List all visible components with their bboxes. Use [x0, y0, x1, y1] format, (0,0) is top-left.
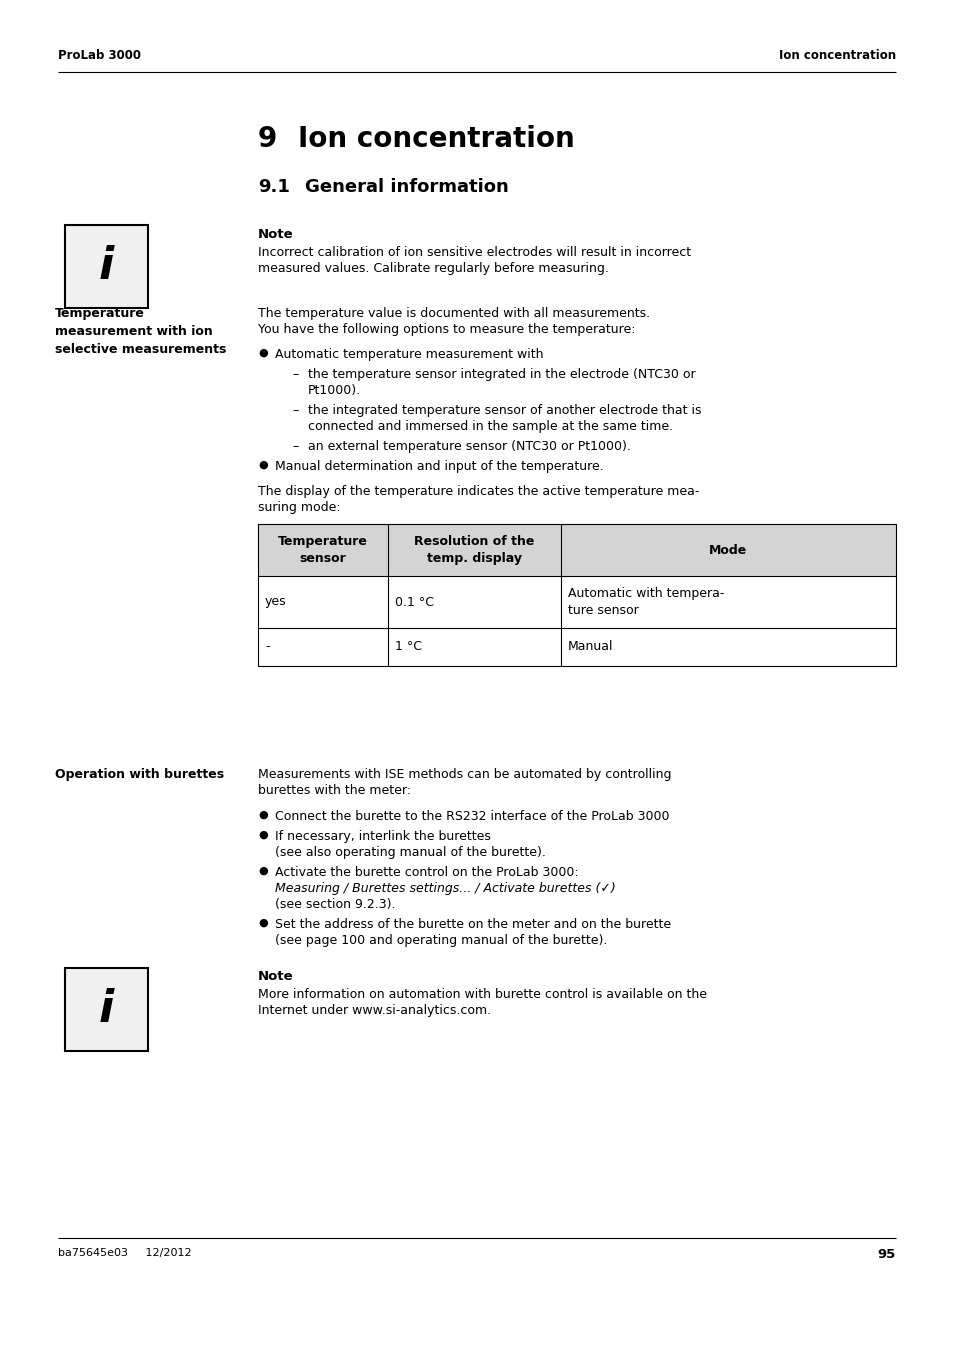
Text: Resolution of the
temp. display: Resolution of the temp. display: [414, 535, 534, 565]
Bar: [65, 226, 148, 308]
Text: the integrated temperature sensor of another electrode that is: the integrated temperature sensor of ano…: [308, 404, 700, 417]
Text: measured values. Calibrate regularly before measuring.: measured values. Calibrate regularly bef…: [257, 262, 608, 276]
Text: If necessary, interlink the burettes: If necessary, interlink the burettes: [274, 830, 491, 843]
Text: Set the address of the burette on the meter and on the burette: Set the address of the burette on the me…: [274, 917, 670, 931]
Text: i: i: [99, 245, 114, 288]
Text: ba75645e03     12/2012: ba75645e03 12/2012: [58, 1248, 192, 1258]
Text: an external temperature sensor (NTC30 or Pt1000).: an external temperature sensor (NTC30 or…: [308, 440, 630, 453]
Text: Pt1000).: Pt1000).: [308, 384, 361, 397]
Text: Measuring / Burettes settings... / Activate burettes (✓): Measuring / Burettes settings... / Activ…: [274, 882, 615, 894]
Text: ●: ●: [257, 917, 268, 928]
Text: –: –: [292, 404, 298, 417]
Text: 9: 9: [257, 126, 277, 153]
Text: Temperature
sensor: Temperature sensor: [277, 535, 368, 565]
Text: Manual determination and input of the temperature.: Manual determination and input of the te…: [274, 459, 603, 473]
Text: Measurements with ISE methods can be automated by controlling: Measurements with ISE methods can be aut…: [257, 767, 671, 781]
Text: 95: 95: [877, 1248, 895, 1260]
Bar: [257, 524, 895, 576]
Text: connected and immersed in the sample at the same time.: connected and immersed in the sample at …: [308, 420, 673, 434]
Text: Temperature
measurement with ion
selective measurements: Temperature measurement with ion selecti…: [55, 307, 226, 357]
Text: 9.1: 9.1: [257, 178, 290, 196]
Text: Mode: Mode: [709, 543, 747, 557]
Text: ●: ●: [257, 459, 268, 470]
Text: Automatic with tempera-
ture sensor: Automatic with tempera- ture sensor: [567, 586, 723, 617]
Text: ●: ●: [257, 811, 268, 820]
Text: More information on automation with burette control is available on the: More information on automation with bure…: [257, 988, 706, 1001]
Text: i: i: [99, 988, 114, 1031]
Text: Ion concentration: Ion concentration: [778, 49, 895, 62]
Bar: [257, 524, 895, 666]
Text: ●: ●: [257, 349, 268, 358]
Text: 1 °C: 1 °C: [395, 640, 421, 654]
Text: You have the following options to measure the temperature:: You have the following options to measur…: [257, 323, 635, 336]
Text: Internet under www.si-analytics.com.: Internet under www.si-analytics.com.: [257, 1004, 491, 1017]
Text: 0.1 °C: 0.1 °C: [395, 596, 434, 608]
Text: yes: yes: [265, 596, 286, 608]
Text: –: –: [292, 367, 298, 381]
Text: (see page 100 and operating manual of the burette).: (see page 100 and operating manual of th…: [274, 934, 607, 947]
Text: Connect the burette to the RS232 interface of the ProLab 3000: Connect the burette to the RS232 interfa…: [274, 811, 669, 823]
Text: Operation with burettes: Operation with burettes: [55, 767, 224, 781]
Text: Note: Note: [257, 228, 294, 240]
Text: Activate the burette control on the ProLab 3000:: Activate the burette control on the ProL…: [274, 866, 578, 880]
Text: General information: General information: [305, 178, 508, 196]
Text: The display of the temperature indicates the active temperature mea-: The display of the temperature indicates…: [257, 485, 699, 499]
Text: –: –: [292, 440, 298, 453]
Text: -: -: [265, 640, 269, 654]
Text: Note: Note: [257, 970, 294, 984]
Text: ●: ●: [257, 830, 268, 840]
Text: ProLab 3000: ProLab 3000: [58, 49, 141, 62]
Text: burettes with the meter:: burettes with the meter:: [257, 784, 411, 797]
Text: Manual: Manual: [567, 640, 613, 654]
Text: ●: ●: [257, 866, 268, 875]
Text: Incorrect calibration of ion sensitive electrodes will result in incorrect: Incorrect calibration of ion sensitive e…: [257, 246, 690, 259]
Text: suring mode:: suring mode:: [257, 501, 340, 513]
Text: The temperature value is documented with all measurements.: The temperature value is documented with…: [257, 307, 649, 320]
Bar: [65, 969, 148, 1051]
Text: Automatic temperature measurement with: Automatic temperature measurement with: [274, 349, 543, 361]
Text: (see also operating manual of the burette).: (see also operating manual of the burett…: [274, 846, 545, 859]
Text: the temperature sensor integrated in the electrode (NTC30 or: the temperature sensor integrated in the…: [308, 367, 695, 381]
Text: Ion concentration: Ion concentration: [297, 126, 574, 153]
Text: (see section 9.2.3).: (see section 9.2.3).: [274, 898, 395, 911]
